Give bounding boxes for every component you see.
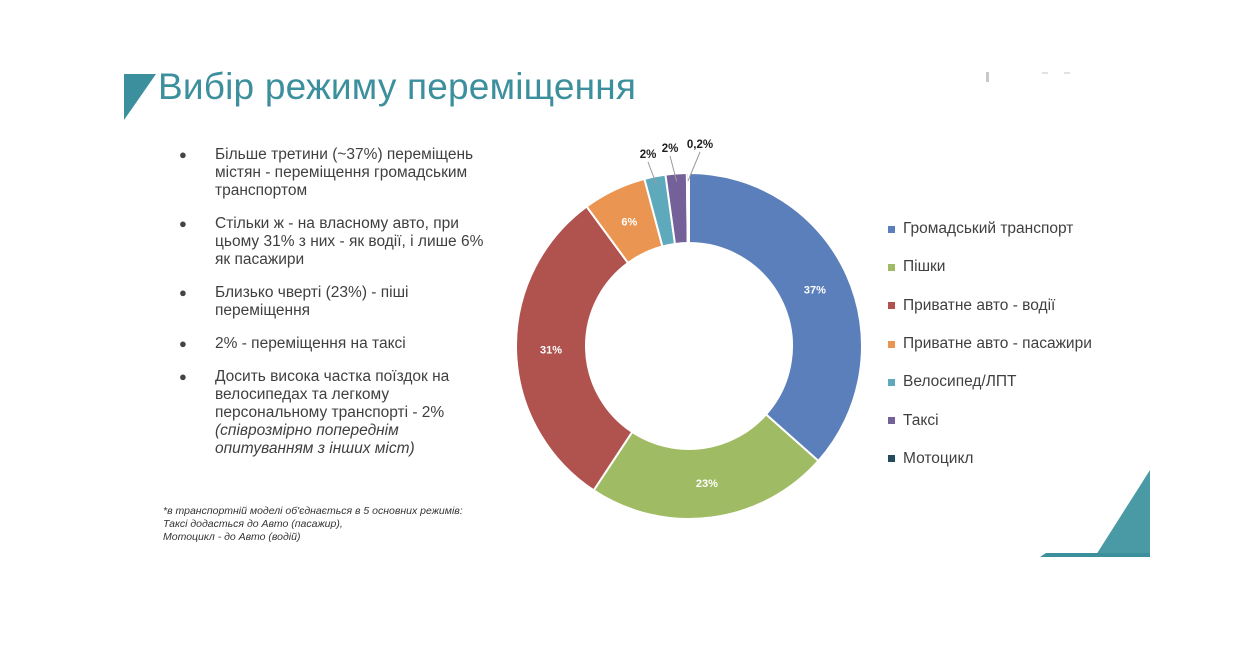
legend-item: Пішки xyxy=(888,248,1092,286)
bullet-text: Більше третини (~37%) переміщень містян … xyxy=(215,146,474,199)
bullet-text: Близько чверті (23%) - піші переміщення xyxy=(215,284,409,319)
legend-label: Приватне авто - пасажири xyxy=(903,335,1092,353)
slice-data-label: 0,2% xyxy=(687,139,713,151)
donut-slice xyxy=(688,171,863,463)
donut-slice xyxy=(592,413,820,520)
chart-legend: Громадський транспорт Пішки Приватне авт… xyxy=(888,210,1092,478)
legend-swatch xyxy=(888,417,895,425)
legend-item: Приватне авто - пасажири xyxy=(888,325,1092,363)
title-accent-flag xyxy=(124,74,156,120)
legend-item: Приватне авто - водії xyxy=(888,287,1092,325)
bullet-note: (співрозмірно попереднім опитуванням з і… xyxy=(215,422,415,457)
slice-data-label: 31% xyxy=(540,344,562,356)
corner-decoration xyxy=(1040,470,1150,557)
legend-label: Таксі xyxy=(903,411,939,429)
slice-data-label: 23% xyxy=(696,478,718,490)
bullet-item: ● 2% - переміщення на таксі xyxy=(175,335,495,353)
bullet-item: ● Стільки ж - на власному авто, при цьом… xyxy=(175,215,495,269)
donut-slice xyxy=(515,205,634,492)
slice-data-label: 2% xyxy=(640,149,657,161)
donut-chart: 37% 23% 31% 6% 2% 2% 0,2% xyxy=(515,139,863,520)
legend-label: Велосипед/ЛПТ xyxy=(903,373,1017,391)
slide-title: Вибір режиму переміщення xyxy=(158,66,637,107)
legend-swatch xyxy=(888,225,895,233)
legend-swatch xyxy=(888,340,895,348)
legend-label: Приватне авто - водії xyxy=(903,296,1056,314)
donut-slice xyxy=(685,171,690,245)
bullet-marker: ● xyxy=(179,369,187,384)
bullet-marker: ● xyxy=(179,147,187,162)
bullet-list: ● Більше третини (~37%) переміщень містя… xyxy=(175,146,495,473)
decorative-marks xyxy=(986,72,1070,82)
bullet-item: ● Близько чверті (23%) - піші переміщенн… xyxy=(175,284,495,320)
legend-label: Пішки xyxy=(903,258,946,276)
footnote-line: Мотоцикл - до Авто (водій) xyxy=(163,531,301,543)
footnote-line: *в транспортній моделі об'єднається в 5 … xyxy=(163,505,463,517)
slice-data-label: 37% xyxy=(804,284,826,296)
bullet-item: ● Більше третини (~37%) переміщень містя… xyxy=(175,146,495,200)
legend-swatch xyxy=(888,455,895,463)
slice-leader-line xyxy=(669,155,678,182)
legend-swatch xyxy=(888,302,895,310)
bullet-marker: ● xyxy=(179,336,187,351)
legend-item: Велосипед/ЛПТ xyxy=(888,363,1092,401)
bullet-text: Досить висока частка поїздок на велосипе… xyxy=(215,368,450,421)
legend-label: Громадський транспорт xyxy=(903,220,1074,238)
legend-swatch xyxy=(888,263,895,271)
footnote-line: Таксі додасться до Авто (пасажир), xyxy=(163,518,343,530)
legend-label: Мотоцикл xyxy=(903,449,974,467)
slice-data-label: 2% xyxy=(662,143,679,155)
slice-data-label: 6% xyxy=(621,217,637,229)
legend-item: Таксі xyxy=(888,401,1092,439)
legend-item: Громадський транспорт xyxy=(888,210,1092,248)
bullet-marker: ● xyxy=(179,216,187,231)
legend-swatch xyxy=(888,378,895,386)
legend-item: Мотоцикл xyxy=(888,440,1092,478)
bullet-text: Стільки ж - на власному авто, при цьому … xyxy=(215,215,484,268)
bullet-text: 2% - переміщення на таксі xyxy=(215,335,406,352)
bullet-marker: ● xyxy=(179,285,187,300)
slice-leader-line xyxy=(647,161,657,185)
bullet-item: ● Досить висока частка поїздок на велоси… xyxy=(175,368,495,458)
footnote: *в транспортній моделі об'єднається в 5 … xyxy=(163,505,503,544)
slice-leader-line xyxy=(687,151,701,182)
